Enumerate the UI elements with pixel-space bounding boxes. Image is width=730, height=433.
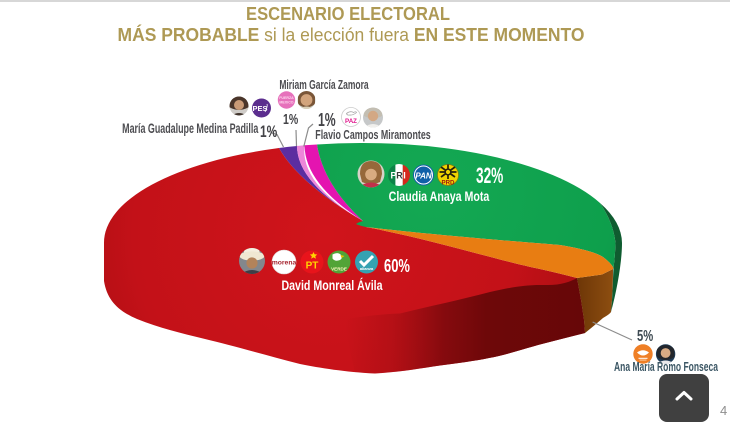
- svg-text:MEXICO: MEXICO: [279, 101, 293, 105]
- svg-text:PT: PT: [306, 261, 319, 272]
- svg-text:R: R: [396, 171, 403, 181]
- svg-text:P: P: [390, 171, 396, 181]
- svg-text:PAZ: PAZ: [345, 118, 357, 125]
- svg-text:morena: morena: [272, 260, 297, 267]
- svg-text:VERDE: VERDE: [331, 267, 347, 272]
- svg-text:PAN: PAN: [415, 172, 432, 181]
- svg-text:alianza: alianza: [360, 266, 374, 271]
- svg-text:FUERZA: FUERZA: [279, 96, 294, 100]
- svg-text:I: I: [403, 171, 406, 181]
- svg-text:PRD: PRD: [441, 180, 455, 187]
- svg-text:PES: PES: [252, 104, 267, 113]
